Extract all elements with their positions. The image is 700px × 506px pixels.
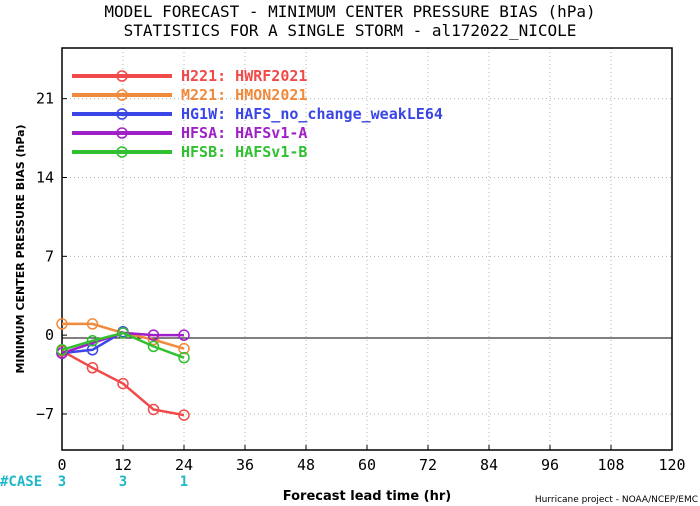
data-point — [56, 344, 68, 356]
x-tick-label: 108 — [597, 456, 624, 474]
legend-marker — [116, 108, 128, 120]
legend-marker — [116, 89, 128, 101]
data-point — [86, 335, 99, 347]
x-tick-label: 24 — [175, 456, 193, 474]
chart-subtitle: STATISTICS FOR A SINGLE STORM - al172022… — [124, 21, 577, 40]
x-tick-label: 96 — [541, 456, 559, 474]
data-point — [117, 377, 129, 390]
x-tick-label: 120 — [658, 456, 685, 474]
x-tick-label: 84 — [480, 456, 498, 474]
data-point — [178, 342, 190, 355]
x-tick-label: 36 — [236, 456, 254, 474]
y-tick-label: 21 — [36, 90, 54, 108]
credit-text: Hurricane project - NOAA/NCEP/EMC — [535, 495, 698, 505]
y-axis-label: MINIMUM CENTER PRESSURE BIAS (hPa) — [14, 124, 27, 373]
x-tick-label: 60 — [358, 456, 376, 474]
y-tick-label: 0 — [45, 326, 54, 344]
x-axis-ticks: 0 12 24 36 48 60 72 84 96 108 120 — [57, 445, 686, 474]
legend-marker — [116, 146, 128, 158]
case-counts: 3 3 1 — [58, 474, 188, 490]
x-tick-label: 12 — [114, 456, 132, 474]
data-point — [178, 329, 190, 341]
series-line — [61, 331, 185, 359]
legend-marker — [116, 127, 128, 139]
case-count: 3 — [119, 474, 127, 490]
data-point — [178, 351, 190, 364]
y-tick-label: 7 — [45, 247, 54, 265]
data-point — [147, 329, 160, 341]
x-tick-label: 0 — [57, 456, 66, 474]
y-tick-label: −7 — [36, 405, 54, 423]
series-line — [61, 331, 184, 355]
legend-entry: HG1W: HAFS_no_change_weakLE64 — [181, 105, 443, 123]
data-point — [147, 403, 160, 416]
data-point — [86, 344, 99, 356]
data-point — [178, 409, 190, 421]
data-point — [86, 318, 99, 330]
x-axis-label: Forecast lead time (hr) — [283, 489, 451, 504]
series-line — [61, 330, 124, 355]
data-point — [56, 318, 68, 330]
data-point — [56, 347, 68, 359]
y-tick-label: 14 — [36, 168, 54, 186]
chart-title: MODEL FORECAST - MINIMUM CENTER PRESSURE… — [104, 2, 595, 21]
y-axis-ticks: −7 0 7 14 21 — [36, 90, 67, 423]
legend-entry: M221: HMON2021 — [181, 86, 307, 104]
legend-entry: HFSA: HAFSv1-A — [181, 124, 307, 142]
data-point — [86, 362, 99, 374]
legend-entry: HFSB: HAFSv1-B — [181, 143, 307, 161]
x-tick-label: 48 — [297, 456, 315, 474]
x-tick-label: 72 — [419, 456, 437, 474]
data-point — [117, 327, 129, 339]
case-count: 1 — [180, 474, 188, 490]
series-lines — [56, 318, 190, 421]
legend-marker — [116, 70, 128, 82]
data-point — [147, 340, 160, 353]
legend-entry: H221: HWRF2021 — [181, 67, 307, 85]
series-line — [61, 349, 185, 417]
case-label: #CASE — [0, 474, 42, 490]
case-count: 3 — [58, 474, 66, 490]
grid — [62, 48, 672, 450]
